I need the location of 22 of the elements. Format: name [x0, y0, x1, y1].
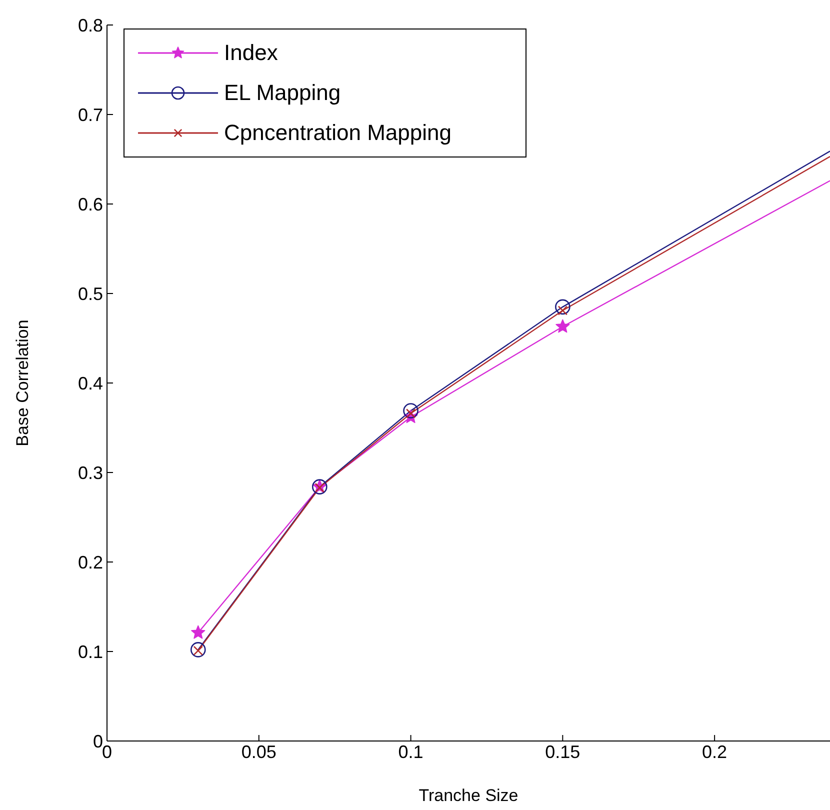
point [555, 299, 570, 315]
y-tick-label: 0.1 [78, 642, 103, 662]
x-tick-label: 0.05 [241, 742, 276, 762]
x-axis-title: Tranche Size [418, 786, 518, 805]
point [556, 319, 570, 333]
y-axis-title: Base Correlation [13, 320, 32, 446]
y-tick-label: 0.5 [78, 284, 103, 304]
x-tick-label: 0.15 [545, 742, 580, 762]
x-tick-label: 0.2 [702, 742, 728, 762]
y-tick-label: 0.7 [78, 104, 103, 125]
y-tick-label: 0.3 [78, 462, 103, 483]
legend-label: EL Mapping [224, 80, 341, 105]
point [190, 642, 206, 658]
legend-label: Index [224, 40, 278, 65]
point [191, 625, 206, 639]
y-tick-label: 0.6 [78, 194, 103, 214]
y-tick-label: 0.8 [78, 15, 103, 36]
point [403, 403, 418, 418]
x-tick-label: 0.1 [398, 742, 424, 762]
legend-label: Cpncentration Mapping [224, 120, 452, 145]
y-tick-label: 0.4 [78, 373, 103, 394]
y-tick-label: 0.2 [78, 552, 103, 572]
